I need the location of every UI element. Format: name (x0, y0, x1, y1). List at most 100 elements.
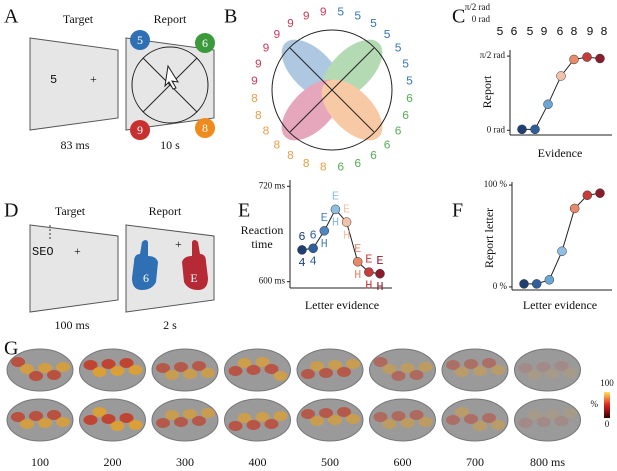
activation (373, 357, 388, 367)
activation (192, 416, 206, 426)
choice-label: 6 (202, 36, 208, 50)
label: Report (149, 204, 182, 218)
activation (83, 360, 98, 370)
activation (92, 407, 107, 417)
point (582, 190, 593, 200)
glyph: E (354, 242, 361, 256)
glyph: E (376, 254, 383, 268)
choice (195, 33, 215, 53)
mini-label: 5 (496, 25, 503, 39)
activation (418, 362, 433, 372)
panel-label: B (224, 6, 237, 28)
label: Report (154, 12, 187, 26)
glyph: E (332, 190, 339, 204)
point (544, 275, 555, 285)
label: 2 s (163, 318, 177, 332)
colorbar-label: 0 (605, 419, 610, 429)
activation (518, 363, 533, 373)
activation (473, 366, 487, 376)
time-label: 700 (466, 455, 484, 469)
glyph: H (343, 228, 350, 242)
activation (464, 414, 478, 424)
activation (446, 360, 460, 370)
activation (201, 368, 215, 378)
activation (56, 417, 70, 427)
ring-glyph: 9 (320, 6, 327, 20)
mini-label: 8 (570, 25, 577, 39)
fixation: + (74, 244, 81, 258)
x-axis-label: Letter evidence (523, 298, 597, 312)
fixation: + (90, 72, 97, 86)
activation (473, 421, 487, 431)
mini-label: 6 (556, 25, 563, 39)
activation (174, 362, 188, 372)
y-axis-label: Report (480, 75, 494, 108)
label: π/2 rad (465, 2, 491, 12)
activation (255, 357, 270, 367)
activation (301, 369, 315, 379)
activation (156, 418, 170, 428)
y-tick-label: 100 % (484, 179, 508, 189)
mini-label: 9 (540, 25, 547, 39)
activation (400, 418, 415, 428)
activation (382, 419, 397, 429)
activation (273, 411, 288, 421)
ring-glyph: 8 (320, 161, 327, 175)
line (289, 47, 375, 133)
y-axis-label: Reaction time (241, 223, 284, 251)
y-axis-label: Report letter (482, 208, 496, 268)
activation (11, 412, 25, 422)
choice-label: 5 (137, 33, 143, 47)
panel-label: G (4, 338, 18, 360)
response-circle (271, 29, 393, 151)
choice (130, 30, 150, 50)
panel-label: D (4, 200, 18, 222)
point (557, 246, 567, 257)
mini-label: 5 (526, 25, 533, 39)
point (582, 52, 592, 62)
ring-glyph: 8 (303, 157, 310, 171)
mini-label: 8 (600, 25, 607, 39)
response-circle (131, 46, 209, 124)
brain (514, 398, 581, 442)
activation (491, 420, 505, 430)
activation (246, 420, 261, 430)
label: 10 s (160, 138, 180, 152)
activation (337, 407, 351, 417)
activation (536, 362, 551, 372)
activation (518, 418, 533, 428)
point (352, 257, 363, 267)
glyph: H (376, 280, 383, 294)
activation (264, 364, 279, 374)
screen (29, 224, 119, 313)
activation (391, 411, 406, 421)
point (319, 226, 330, 236)
line (142, 57, 198, 113)
activation (11, 357, 25, 367)
activation (83, 415, 98, 425)
activation (273, 371, 288, 381)
glyph: H (321, 237, 328, 251)
activation (255, 412, 270, 422)
point (364, 267, 374, 277)
activation (319, 408, 333, 418)
choice-label: 8 (202, 121, 208, 135)
ring-glyph: 9 (255, 57, 262, 71)
activation (328, 360, 342, 370)
activation (20, 364, 34, 374)
point (543, 99, 553, 110)
ring-glyph: 5 (406, 74, 413, 88)
activation (391, 371, 406, 381)
activation (264, 419, 279, 429)
label: Target (55, 204, 86, 218)
colorbar-label: 100 (600, 378, 614, 388)
hand (182, 240, 208, 290)
activation (183, 409, 197, 419)
ring-glyph: 8 (287, 149, 294, 163)
activation (101, 359, 116, 369)
activation (228, 421, 243, 431)
brain (369, 348, 436, 392)
activation (409, 410, 424, 420)
point (569, 54, 579, 65)
activation (482, 413, 496, 423)
